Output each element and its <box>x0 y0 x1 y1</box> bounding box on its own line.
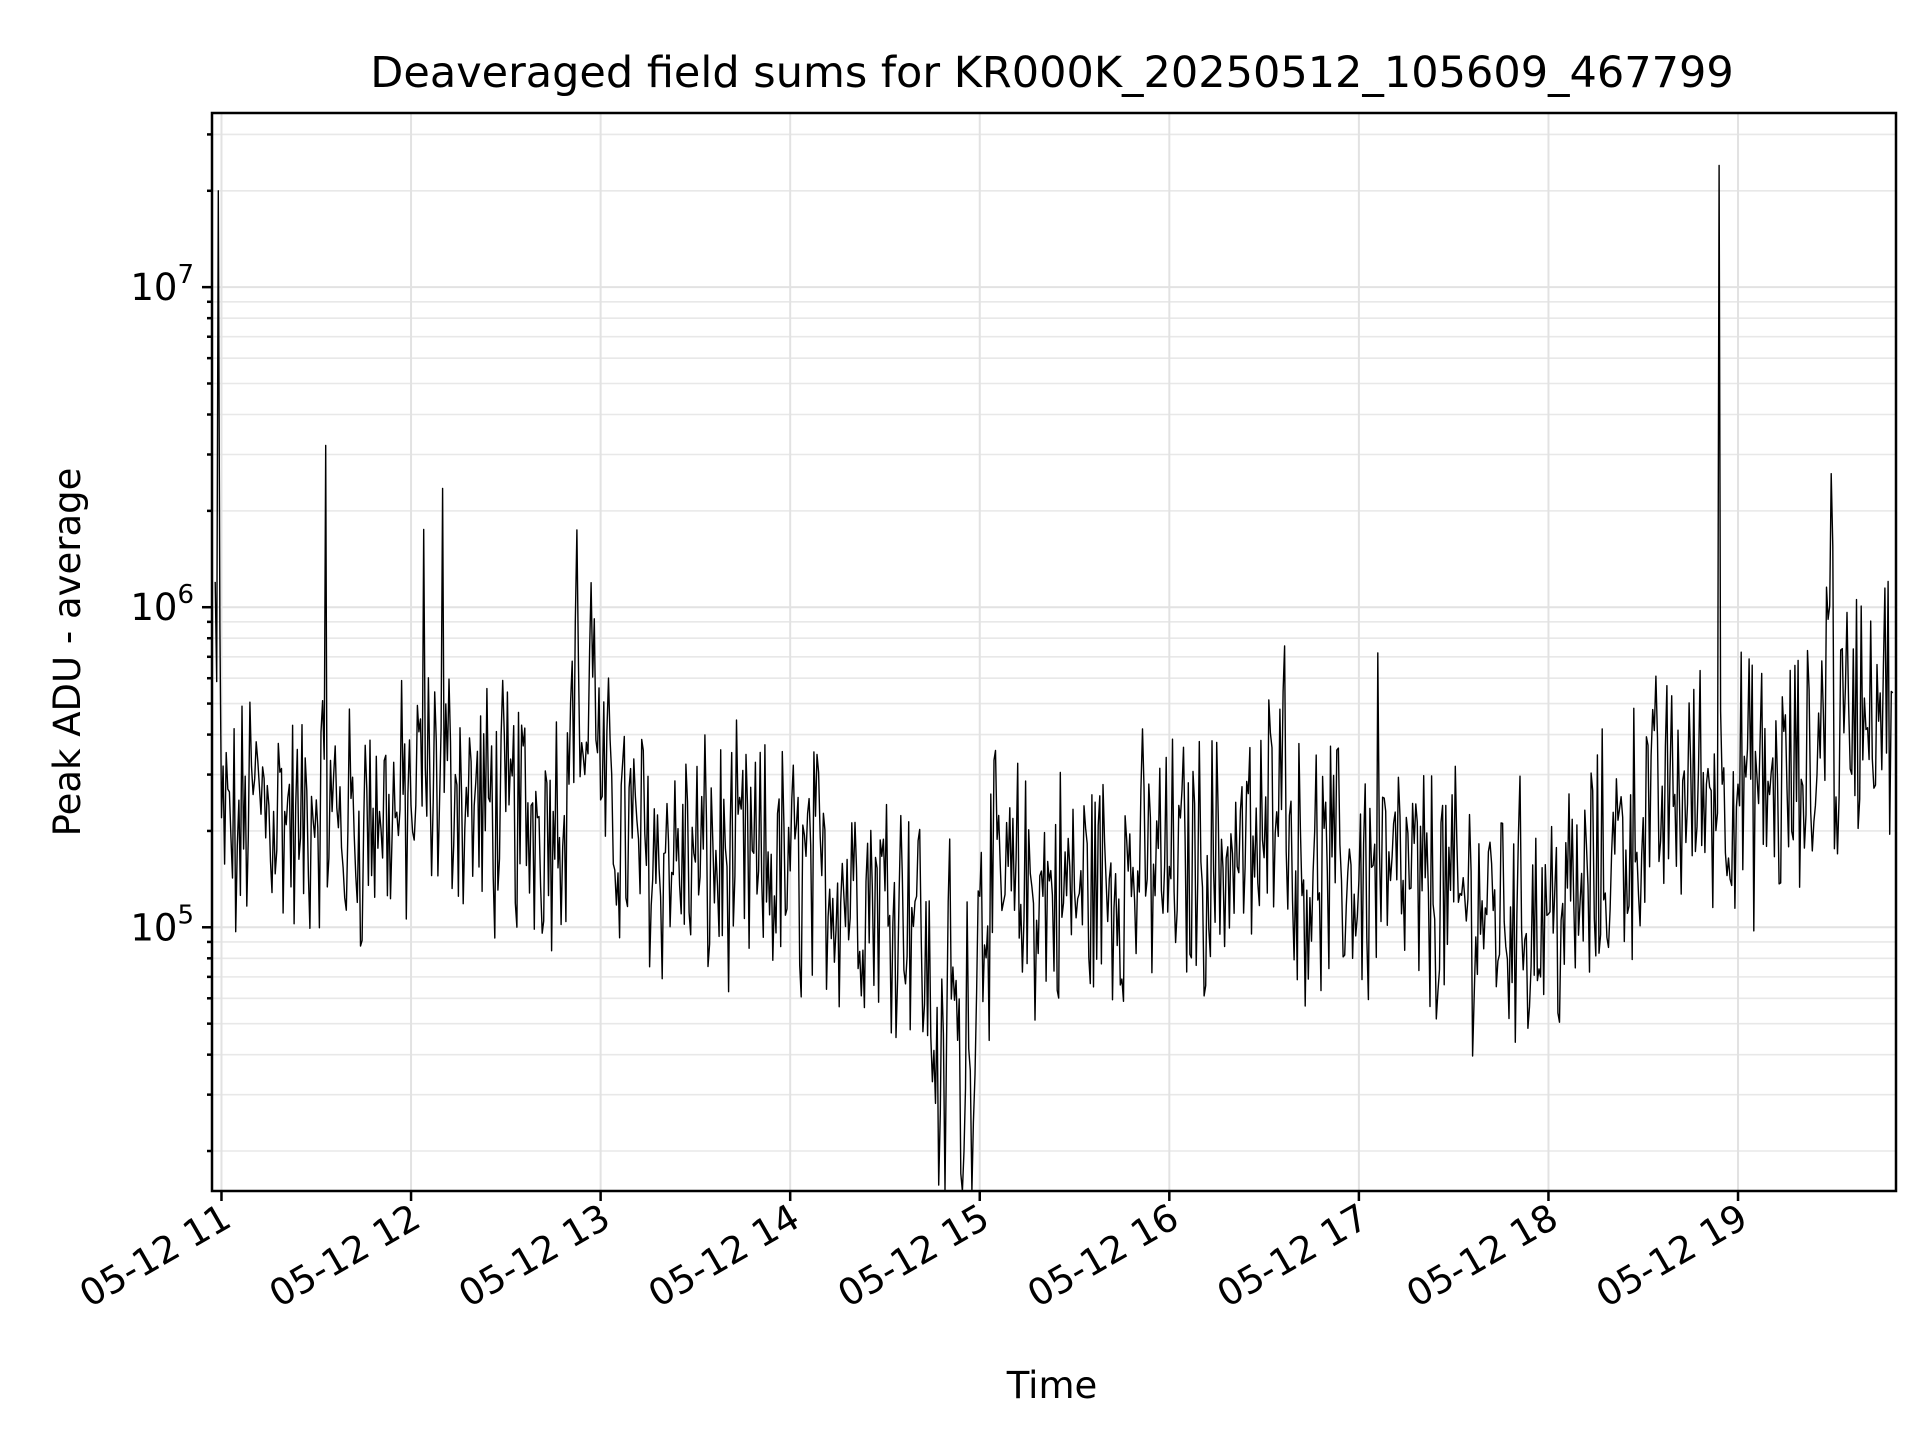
x-axis: 05-12 11 05-12 12 05-12 13 05-12 14 05-12 15… <box>72 1191 1755 1316</box>
x-tick-label: 05-12 18 <box>1399 1196 1565 1316</box>
y-tick-label: 105 <box>130 900 194 949</box>
plot-frame <box>210 111 1898 1193</box>
grid <box>212 113 1896 1191</box>
x-tick-label: 05-12 13 <box>452 1196 618 1316</box>
series-line <box>214 164 1894 1192</box>
y-axis-label: Peak ADU - average <box>46 468 89 837</box>
chart-title: Deaveraged field sums for KR000K_2025051… <box>370 48 1733 98</box>
y-tick-label: 106 <box>130 580 194 629</box>
x-axis-label: Time <box>1006 1364 1098 1407</box>
y-tick-label: 107 <box>130 260 194 309</box>
x-tick-label: 05-12 15 <box>831 1196 997 1316</box>
x-tick-label: 05-12 14 <box>641 1196 807 1316</box>
x-tick-label: 05-12 12 <box>262 1196 428 1316</box>
x-tick-label: 05-12 17 <box>1210 1196 1376 1316</box>
x-tick-label: 05-12 11 <box>72 1196 238 1316</box>
x-tick-label: 05-12 19 <box>1589 1196 1755 1316</box>
y-axis: 105 106 107 <box>130 133 212 1153</box>
x-tick-label: 05-12 16 <box>1020 1196 1186 1316</box>
